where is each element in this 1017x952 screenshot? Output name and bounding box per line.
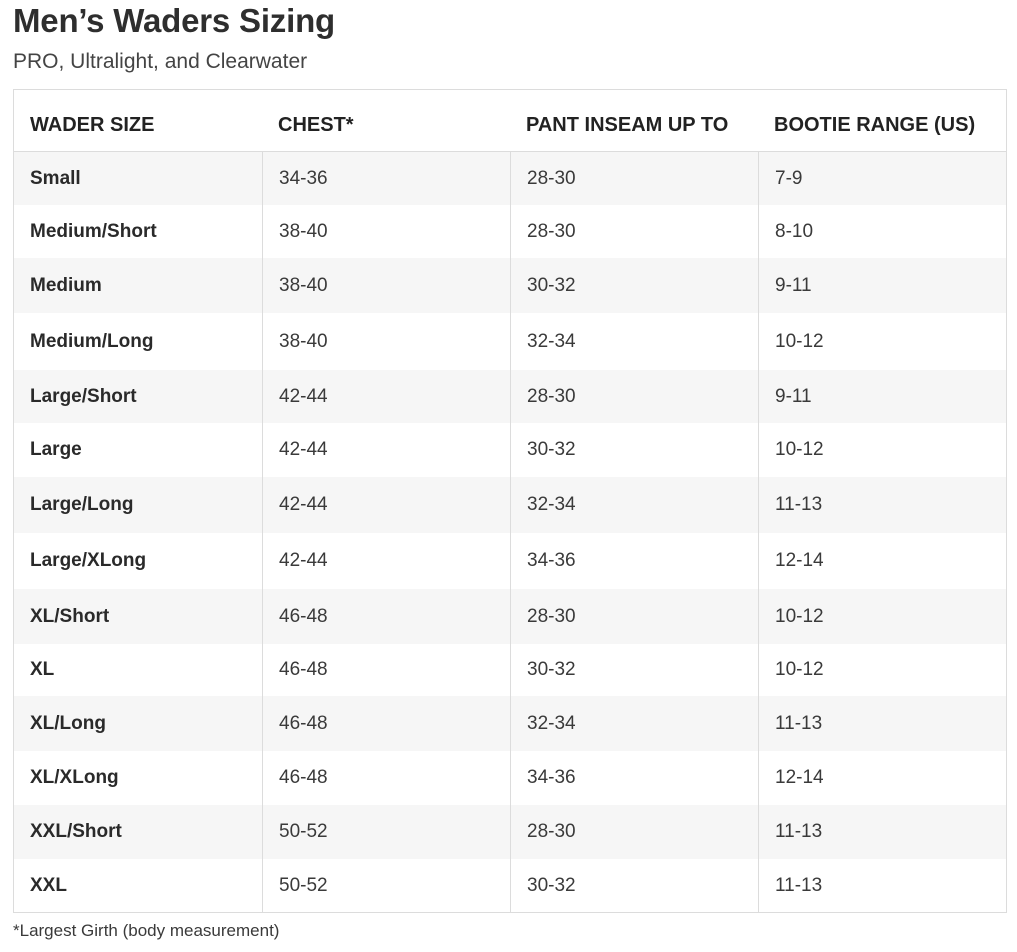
cell-chest: 46-48 — [262, 751, 510, 805]
cell-wader-size: Small — [30, 167, 81, 189]
cell-pant-inseam: 30-32 — [510, 423, 758, 477]
sizing-table: WADER SIZE CHEST* PANT INSEAM UP TO BOOT… — [13, 89, 1007, 913]
page-title: Men’s Waders Sizing — [13, 2, 335, 39]
cell-chest: 34-36 — [262, 152, 510, 205]
header-pant-inseam: PANT INSEAM UP TO — [526, 114, 729, 136]
cell-bootie-range: 12-14 — [758, 751, 1006, 805]
cell-wader-size: Large/Long — [30, 494, 134, 515]
cell-chest: 42-44 — [262, 370, 510, 423]
cell-wader-size: XXL — [30, 874, 67, 896]
header-wader-size: WADER SIZE — [30, 114, 155, 136]
cell-pant-inseam: 32-34 — [510, 477, 758, 533]
page-subtitle: PRO, Ultralight, and Clearwater — [13, 50, 308, 73]
table-row: Large/Short 42-44 28-30 9-11 — [14, 370, 1006, 423]
cell-bootie-range: 11-13 — [758, 859, 1006, 912]
table-row: XL/Long 46-48 32-34 11-13 — [14, 696, 1006, 751]
cell-chest: 50-52 — [262, 859, 510, 912]
table-row: XXL 50-52 30-32 11-13 — [14, 859, 1006, 912]
cell-bootie-range: 9-11 — [758, 370, 1006, 423]
cell-chest: 38-40 — [262, 258, 510, 313]
cell-pant-inseam: 34-36 — [510, 751, 758, 805]
cell-wader-size: Large/XLong — [30, 550, 147, 571]
cell-wader-size: XL/Short — [30, 605, 110, 627]
table-row: XL 46-48 30-32 10-12 — [14, 644, 1006, 696]
table-row: Medium/Long 38-40 32-34 10-12 — [14, 313, 1006, 370]
cell-bootie-range: 10-12 — [758, 423, 1006, 477]
cell-bootie-range: 11-13 — [758, 696, 1006, 751]
cell-pant-inseam: 30-32 — [510, 258, 758, 313]
table-row: Large/XLong 42-44 34-36 12-14 — [14, 533, 1006, 589]
cell-wader-size: Large/Short — [30, 385, 137, 407]
cell-pant-inseam: 34-36 — [510, 533, 758, 589]
cell-wader-size: Medium — [30, 274, 102, 296]
cell-chest: 42-44 — [262, 533, 510, 589]
table-row: Large/Long 42-44 32-34 11-13 — [14, 477, 1006, 533]
footnote: *Largest Girth (body measurement) — [13, 921, 280, 940]
table-row: Large 42-44 30-32 10-12 — [14, 423, 1006, 477]
cell-pant-inseam: 30-32 — [510, 644, 758, 696]
cell-pant-inseam: 32-34 — [510, 313, 758, 370]
table-header-row: WADER SIZE CHEST* PANT INSEAM UP TO BOOT… — [14, 90, 1006, 152]
cell-bootie-range: 12-14 — [758, 533, 1006, 589]
cell-pant-inseam: 32-34 — [510, 696, 758, 751]
cell-chest: 46-48 — [262, 696, 510, 751]
table-row: Medium/Short 38-40 28-30 8-10 — [14, 205, 1006, 258]
cell-wader-size: XXL/Short — [30, 821, 122, 842]
cell-wader-size: XL — [30, 659, 55, 680]
cell-bootie-range: 10-12 — [758, 644, 1006, 696]
cell-chest: 38-40 — [262, 205, 510, 258]
cell-pant-inseam: 30-32 — [510, 859, 758, 912]
cell-bootie-range: 11-13 — [758, 805, 1006, 859]
table-row: XL/Short 46-48 28-30 10-12 — [14, 589, 1006, 644]
cell-bootie-range: 7-9 — [758, 152, 1006, 205]
cell-pant-inseam: 28-30 — [510, 805, 758, 859]
cell-chest: 38-40 — [262, 313, 510, 370]
cell-wader-size: Large — [30, 439, 82, 460]
cell-chest: 42-44 — [262, 477, 510, 533]
cell-pant-inseam: 28-30 — [510, 205, 758, 258]
table-row: Small 34-36 28-30 7-9 — [14, 152, 1006, 205]
table-row: XL/XLong 46-48 34-36 12-14 — [14, 751, 1006, 805]
cell-bootie-range: 8-10 — [758, 205, 1006, 258]
header-chest: CHEST* — [278, 114, 354, 136]
cell-bootie-range: 9-11 — [758, 258, 1006, 313]
table-row: Medium 38-40 30-32 9-11 — [14, 258, 1006, 313]
cell-bootie-range: 10-12 — [758, 313, 1006, 370]
cell-pant-inseam: 28-30 — [510, 152, 758, 205]
table-body: Small 34-36 28-30 7-9 Medium/Short 38-40 28-30… — [14, 152, 1006, 912]
cell-bootie-range: 11-13 — [758, 477, 1006, 533]
cell-wader-size: Medium/Long — [30, 330, 154, 352]
table-row: XXL/Short 50-52 28-30 11-13 — [14, 805, 1006, 859]
cell-wader-size: Medium/Short — [30, 220, 157, 242]
cell-chest: 42-44 — [262, 423, 510, 477]
cell-wader-size: XL/XLong — [30, 767, 119, 788]
cell-chest: 46-48 — [262, 589, 510, 644]
cell-bootie-range: 10-12 — [758, 589, 1006, 644]
cell-chest: 46-48 — [262, 644, 510, 696]
cell-pant-inseam: 28-30 — [510, 589, 758, 644]
cell-pant-inseam: 28-30 — [510, 370, 758, 423]
header-bootie-range: BOOTIE RANGE (US) — [774, 114, 976, 136]
cell-wader-size: XL/Long — [30, 712, 106, 734]
cell-chest: 50-52 — [262, 805, 510, 859]
